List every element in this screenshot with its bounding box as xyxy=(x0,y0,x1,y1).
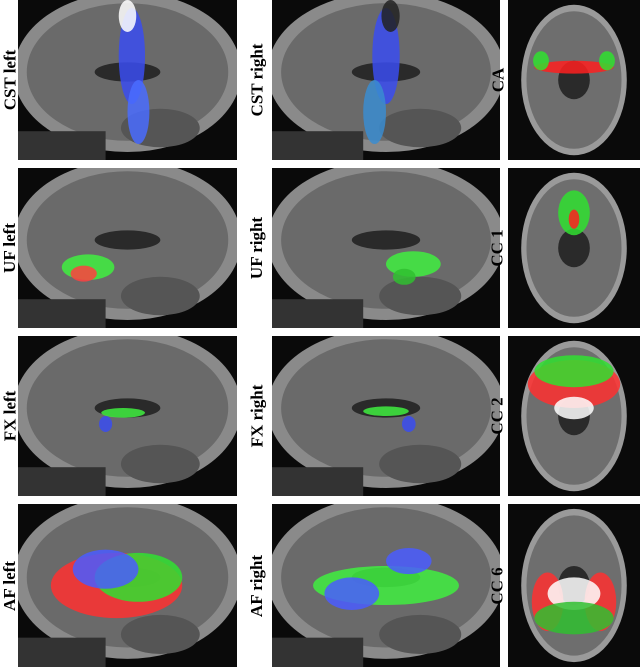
tract xyxy=(568,209,580,229)
label-text: UF left xyxy=(0,223,19,273)
tract xyxy=(401,416,416,432)
brain-slice xyxy=(521,508,627,663)
mri-image xyxy=(18,504,237,667)
tract xyxy=(372,8,400,104)
tract xyxy=(70,265,97,282)
tract xyxy=(386,548,432,575)
label-text: CC 6 xyxy=(488,566,507,605)
tract xyxy=(392,268,416,285)
label-text: FX left xyxy=(0,390,20,442)
face-region xyxy=(272,637,364,667)
tract xyxy=(99,416,113,432)
cerebellum xyxy=(379,108,462,148)
tract xyxy=(363,406,409,416)
panel-label: CST right xyxy=(247,0,267,160)
tract xyxy=(324,577,380,610)
cerebellum xyxy=(120,276,200,316)
panel-label: UF left xyxy=(0,168,20,328)
label-text: UF right xyxy=(247,216,267,280)
face-region xyxy=(18,637,106,667)
tract xyxy=(547,577,601,610)
face-region xyxy=(18,131,106,160)
ventricle xyxy=(94,230,161,250)
tract xyxy=(381,0,400,32)
tract xyxy=(534,601,614,635)
mri-image xyxy=(272,0,500,160)
panel-label: CC 1 xyxy=(488,168,508,328)
tract xyxy=(533,51,549,71)
panel-label: FX left xyxy=(0,336,20,496)
panel-label: AF right xyxy=(247,504,267,667)
mri-image xyxy=(272,168,500,328)
mri-image xyxy=(508,0,640,160)
panel-label: UF right xyxy=(247,168,267,328)
face-region xyxy=(18,299,106,328)
ventricle xyxy=(558,228,590,268)
mri-image xyxy=(18,168,237,328)
brain-slice xyxy=(521,4,627,156)
tract xyxy=(363,80,386,144)
tract xyxy=(127,80,150,144)
tract xyxy=(72,549,139,589)
brain-slice xyxy=(272,168,500,328)
brain-slice xyxy=(272,0,500,160)
cerebellum xyxy=(120,614,200,654)
tract xyxy=(118,8,146,104)
mri-image xyxy=(272,504,500,667)
label-text: CST right xyxy=(247,43,266,117)
cerebellum xyxy=(120,444,200,484)
tract xyxy=(554,396,594,420)
label-text: AF left xyxy=(0,560,19,611)
cerebellum xyxy=(379,276,462,316)
tract xyxy=(534,355,614,388)
cerebellum xyxy=(379,614,462,654)
label-text: CA xyxy=(488,67,507,93)
label-text: CST left xyxy=(0,49,20,111)
mri-image xyxy=(272,336,500,496)
tract xyxy=(101,408,146,418)
mri-image xyxy=(18,0,237,160)
panel-label: CA xyxy=(488,0,508,160)
brain-slice xyxy=(18,168,237,328)
label-text: CC 2 xyxy=(488,397,507,435)
brain-slice xyxy=(521,340,627,492)
tract xyxy=(599,51,615,71)
panel-label: CC 6 xyxy=(488,504,508,667)
mri-image xyxy=(508,168,640,328)
face-region xyxy=(272,131,364,160)
cerebellum xyxy=(379,444,462,484)
panel-label: CC 2 xyxy=(488,336,508,496)
face-region xyxy=(272,467,364,496)
tract xyxy=(534,60,614,74)
face-region xyxy=(18,467,106,496)
mri-image xyxy=(508,504,640,667)
brain-slice xyxy=(272,336,500,496)
mri-image xyxy=(508,336,640,496)
brain-slice xyxy=(18,504,237,667)
ventricle xyxy=(351,230,421,250)
label-text: FX right xyxy=(247,384,267,448)
panel-label: AF left xyxy=(0,504,20,667)
label-text: CC 1 xyxy=(488,229,507,267)
panel-label: FX right xyxy=(247,336,267,496)
label-text: AF right xyxy=(247,554,267,617)
face-region xyxy=(272,299,364,328)
panel-label: CST left xyxy=(0,0,20,160)
tract xyxy=(118,0,137,32)
brain-slice xyxy=(18,336,237,496)
mri-image xyxy=(18,336,237,496)
brain-slice xyxy=(18,0,237,160)
brain-slice xyxy=(272,504,500,667)
brain-slice xyxy=(521,172,627,324)
